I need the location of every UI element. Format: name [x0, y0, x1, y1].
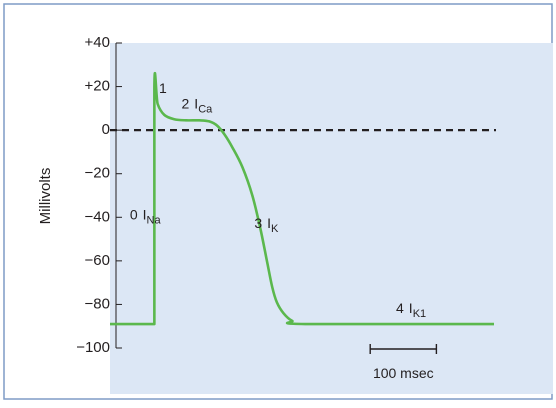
- annotation-phase-2: 2 ICa: [182, 95, 214, 115]
- y-tick-label: +40: [85, 34, 110, 51]
- annotation-current: I: [267, 215, 271, 231]
- annotation-current: I: [143, 206, 147, 222]
- annotation-number: 4: [396, 300, 404, 316]
- scale-bar-label: 100 msec: [373, 365, 434, 381]
- y-tick-label: −60: [85, 252, 110, 269]
- y-axis-title: Millivolts: [37, 168, 54, 225]
- annotation-subscript: K: [271, 223, 279, 235]
- annotation-current: I: [409, 300, 413, 316]
- series-line-action-potential: [110, 71, 494, 326]
- annotation-subscript: Na: [147, 214, 162, 226]
- annotation-number: 1: [159, 80, 167, 96]
- annotation-number: 0: [130, 206, 138, 222]
- annotation-number: 2: [182, 95, 190, 111]
- y-tick-label: −40: [85, 208, 110, 225]
- annotation-phase-4: 4 IK1: [396, 300, 426, 320]
- annotation-current: I: [194, 95, 198, 111]
- y-tick-label: −100: [76, 339, 110, 356]
- annotation-subscript: Ca: [198, 103, 213, 115]
- annotation-phase-3: 3 IK: [254, 215, 279, 235]
- y-tick-label: −20: [85, 165, 110, 182]
- y-tick-label: 0: [102, 121, 110, 138]
- y-axis-ticks: +40 +20 0 −20 −40 −60 −80 −100: [76, 34, 122, 356]
- plot-background: [110, 43, 553, 394]
- y-tick-label: −80: [85, 295, 110, 312]
- annotation-phase-0: 0 INa: [130, 206, 162, 226]
- y-tick-label: +20: [85, 78, 110, 95]
- annotation-subscript: K1: [413, 308, 426, 320]
- annotation-phase-1: 1: [159, 80, 167, 96]
- time-scale-bar: 100 msec: [369, 344, 438, 381]
- annotation-number: 3: [254, 215, 262, 231]
